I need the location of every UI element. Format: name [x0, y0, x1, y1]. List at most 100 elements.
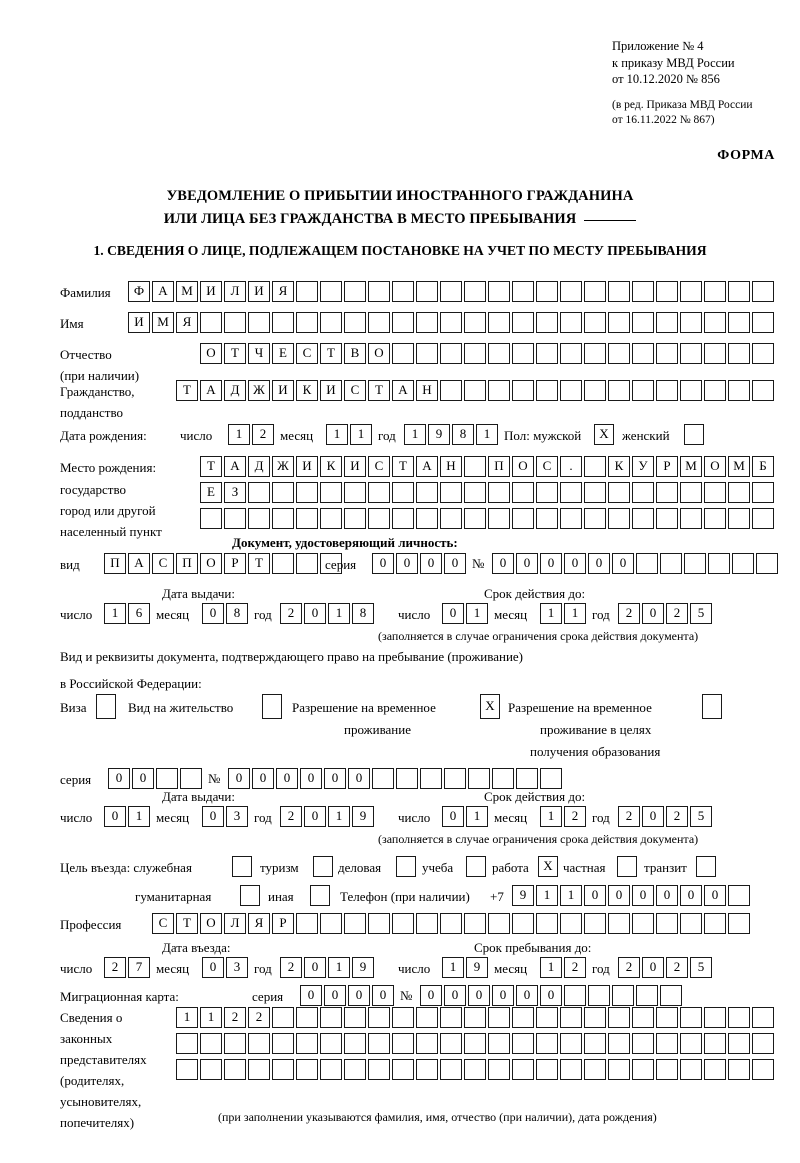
cell[interactable] [344, 508, 366, 529]
cell[interactable] [320, 1059, 342, 1080]
cell[interactable] [512, 281, 534, 302]
cell[interactable] [224, 312, 246, 333]
cell[interactable]: К [320, 456, 342, 477]
cell[interactable] [656, 482, 678, 503]
cell[interactable] [536, 913, 558, 934]
cell[interactable] [444, 768, 466, 789]
legal-rep-row-2-cells[interactable] [176, 1033, 774, 1054]
cell[interactable] [512, 380, 534, 401]
cell[interactable]: 9 [428, 424, 450, 445]
cell[interactable] [440, 380, 462, 401]
cell[interactable]: 0 [300, 768, 322, 789]
cell[interactable] [584, 1033, 606, 1054]
cell[interactable]: 1 [328, 603, 350, 624]
cell[interactable]: 0 [632, 885, 654, 906]
cell[interactable]: А [416, 456, 438, 477]
cell[interactable]: 1 [540, 603, 562, 624]
cell[interactable] [464, 1007, 486, 1028]
cell[interactable]: Н [440, 456, 462, 477]
cell[interactable] [248, 1059, 270, 1080]
cell[interactable] [728, 913, 750, 934]
cell[interactable] [488, 913, 510, 934]
cell[interactable] [584, 913, 606, 934]
cell[interactable]: 0 [442, 603, 464, 624]
cell[interactable] [272, 553, 294, 574]
cell[interactable] [560, 508, 582, 529]
cell[interactable]: П [176, 553, 198, 574]
cell[interactable] [612, 985, 634, 1006]
cell[interactable]: И [344, 456, 366, 477]
cell[interactable]: 2 [666, 603, 688, 624]
cell[interactable] [464, 380, 486, 401]
cell[interactable] [200, 1033, 222, 1054]
cell[interactable]: 1 [476, 424, 498, 445]
cell[interactable] [728, 508, 750, 529]
cell[interactable] [728, 1007, 750, 1028]
cell[interactable] [344, 482, 366, 503]
cell[interactable] [440, 1059, 462, 1080]
cell[interactable]: 5 [690, 603, 712, 624]
cell[interactable] [632, 508, 654, 529]
cell[interactable] [536, 1033, 558, 1054]
checkbox-purpose-tourism[interactable] [313, 856, 333, 877]
cell[interactable]: 2 [280, 603, 302, 624]
cell[interactable] [608, 1059, 630, 1080]
cell[interactable]: Т [176, 380, 198, 401]
cell[interactable] [752, 508, 774, 529]
cell[interactable] [728, 1033, 750, 1054]
cell[interactable] [416, 312, 438, 333]
cell[interactable] [512, 312, 534, 333]
cell[interactable]: Т [248, 553, 270, 574]
cell[interactable]: П [104, 553, 126, 574]
cell[interactable]: 0 [202, 957, 224, 978]
cell[interactable] [608, 281, 630, 302]
cell[interactable] [320, 913, 342, 934]
cell[interactable]: 2 [280, 957, 302, 978]
cell[interactable] [468, 768, 490, 789]
cell[interactable] [296, 312, 318, 333]
cell[interactable]: 1 [350, 424, 372, 445]
cell[interactable] [584, 508, 606, 529]
cell[interactable]: Т [392, 456, 414, 477]
cell[interactable]: 0 [608, 885, 630, 906]
cell[interactable]: 0 [252, 768, 274, 789]
cell[interactable] [560, 1059, 582, 1080]
checkbox-purpose-business[interactable] [396, 856, 416, 877]
cell[interactable]: 1 [176, 1007, 198, 1028]
cell[interactable]: А [152, 281, 174, 302]
cell[interactable] [296, 1059, 318, 1080]
cell[interactable]: Р [656, 456, 678, 477]
cell[interactable] [272, 1007, 294, 1028]
cell[interactable]: 0 [642, 957, 664, 978]
cell[interactable] [752, 1033, 774, 1054]
cell[interactable]: 1 [564, 603, 586, 624]
cell[interactable] [680, 482, 702, 503]
cell[interactable]: Е [200, 482, 222, 503]
cell[interactable] [588, 985, 610, 1006]
checkbox-purpose-private[interactable] [617, 856, 637, 877]
cell[interactable]: 2 [104, 957, 126, 978]
cell[interactable] [320, 1033, 342, 1054]
cell[interactable] [728, 312, 750, 333]
cell[interactable] [296, 553, 318, 574]
cell[interactable] [608, 482, 630, 503]
cell[interactable] [492, 768, 514, 789]
cell[interactable]: Р [272, 913, 294, 934]
cell[interactable] [464, 312, 486, 333]
cell[interactable]: Д [248, 456, 270, 477]
cell[interactable] [392, 1059, 414, 1080]
cell[interactable]: 0 [612, 553, 634, 574]
cell[interactable] [344, 1007, 366, 1028]
cell[interactable] [440, 343, 462, 364]
